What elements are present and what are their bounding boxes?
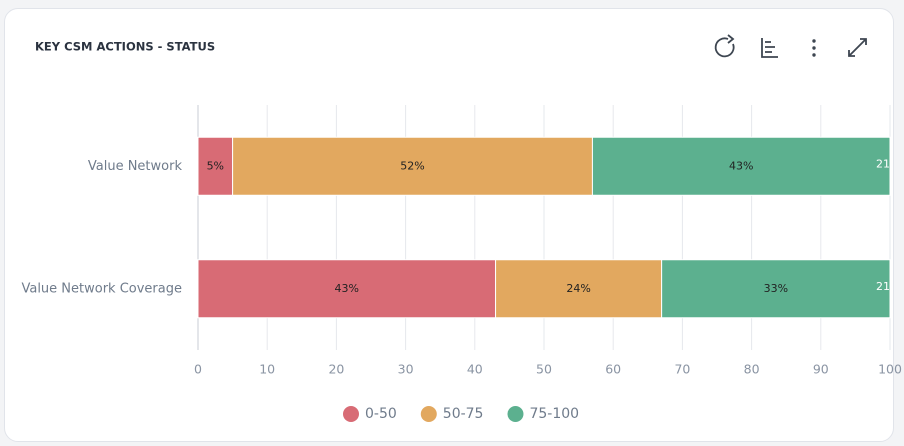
legend-marker: [507, 406, 524, 422]
x-tick-label: 10: [259, 362, 275, 377]
y-tick-label: Value Network Coverage: [21, 281, 182, 296]
bar-total: 21: [876, 280, 890, 293]
data-label: 52%: [400, 159, 424, 172]
x-tick-label: 90: [813, 362, 829, 377]
refresh-icon[interactable]: [714, 34, 735, 58]
data-label: 5%: [207, 159, 224, 172]
sort-icon[interactable]: [761, 38, 778, 58]
bar-segment: [661, 259, 891, 319]
legend-label: 0-50: [365, 406, 397, 422]
y-tick-label: Value Network: [88, 159, 183, 174]
chart-title: KEY CSM ACTIONS - STATUS: [35, 40, 215, 54]
data-label: 43%: [729, 159, 753, 172]
legend-label: 50-75: [443, 406, 484, 422]
x-tick-label: 100: [878, 362, 902, 377]
toolbar: [714, 34, 867, 58]
x-tick-label: 20: [328, 362, 344, 377]
legend-marker: [420, 406, 437, 422]
bar-segment: [232, 136, 593, 196]
card: [4, 8, 894, 442]
x-tick-label: 30: [398, 362, 414, 377]
legend-label: 75-100: [529, 406, 579, 422]
expand-icon[interactable]: [848, 38, 867, 57]
bar-segment: [591, 136, 891, 196]
x-tick-label: 40: [467, 362, 483, 377]
x-tick-label: 80: [744, 362, 760, 377]
x-tick-label: 70: [674, 362, 690, 377]
more-icon[interactable]: [812, 39, 816, 57]
bar-segment: [197, 259, 497, 319]
data-label: 33%: [764, 282, 788, 295]
x-tick-label: 60: [605, 362, 621, 377]
bar-total: 21: [876, 157, 890, 170]
legend-marker: [343, 406, 359, 422]
data-label: 24%: [566, 282, 590, 295]
bar-segment: [197, 136, 234, 196]
bar-segment: [495, 259, 663, 319]
x-tick-label: 0: [194, 362, 202, 377]
data-label: 43%: [335, 282, 359, 295]
x-tick-label: 50: [536, 362, 552, 377]
